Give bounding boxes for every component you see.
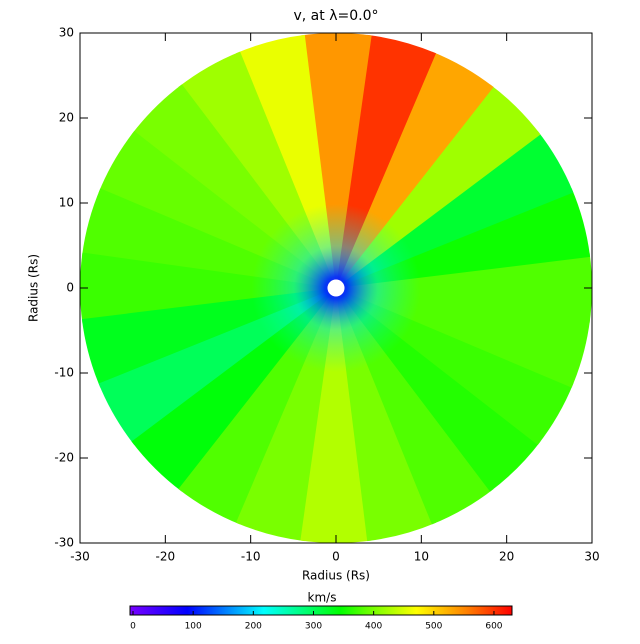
y-tick-label: 30 — [59, 26, 74, 40]
y-tick-label: -10 — [54, 366, 74, 380]
occulted-sun — [327, 279, 345, 297]
colorbar-tick-label: 500 — [425, 622, 442, 632]
colorbar-label: km/s — [308, 591, 337, 605]
y-tick-label: 10 — [59, 196, 74, 210]
y-tick-label: 0 — [66, 281, 74, 295]
colorbar-tick-label: 200 — [245, 622, 262, 632]
x-tick-label: 30 — [584, 550, 599, 564]
colorbar — [129, 605, 513, 616]
y-axis-label: Radius (Rs) — [27, 254, 41, 322]
colorbar-tick-label: 100 — [185, 622, 202, 632]
x-axis-label: Radius (Rs) — [302, 569, 370, 583]
x-tick-label: -30 — [70, 550, 90, 564]
chart-title: v, at λ=0.0° — [294, 8, 379, 24]
x-tick-label: -10 — [241, 550, 261, 564]
colorbar-tick-label: 400 — [365, 622, 382, 632]
y-tick-label: -20 — [54, 451, 74, 465]
colorbar-tick-label: 300 — [305, 622, 322, 632]
x-tick-label: 0 — [332, 550, 340, 564]
x-tick-label: 20 — [499, 550, 514, 564]
field — [80, 32, 592, 543]
y-tick-label: -30 — [54, 536, 74, 550]
x-tick-label: 10 — [414, 550, 429, 564]
x-tick-label: -20 — [156, 550, 176, 564]
colorbar-tick-label: 600 — [485, 622, 502, 632]
colorbar-tick-label: 0 — [130, 622, 136, 632]
y-tick-label: 20 — [59, 111, 74, 125]
